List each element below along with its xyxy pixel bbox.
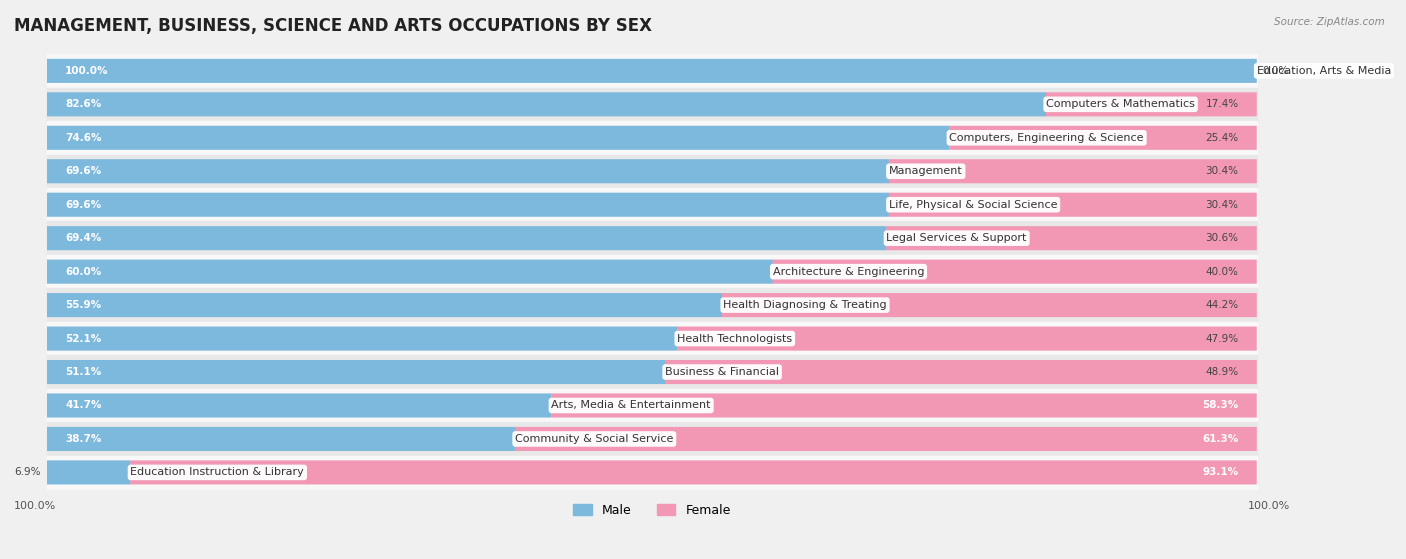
FancyBboxPatch shape: [46, 394, 551, 418]
FancyBboxPatch shape: [46, 159, 889, 183]
Bar: [46, 322, 1257, 356]
Text: 30.4%: 30.4%: [1205, 166, 1239, 176]
Text: 93.1%: 93.1%: [1202, 467, 1239, 477]
Text: 100.0%: 100.0%: [1247, 501, 1289, 511]
Text: 0.0%: 0.0%: [1263, 66, 1289, 76]
Text: 44.2%: 44.2%: [1205, 300, 1239, 310]
FancyBboxPatch shape: [721, 293, 1257, 317]
Bar: [46, 288, 1257, 322]
FancyBboxPatch shape: [46, 126, 949, 150]
Text: Computers & Mathematics: Computers & Mathematics: [1046, 100, 1195, 110]
Bar: [46, 54, 1257, 88]
Bar: [46, 188, 1257, 221]
Text: 51.1%: 51.1%: [65, 367, 101, 377]
Bar: [46, 121, 1257, 154]
Text: Health Technologists: Health Technologists: [678, 334, 793, 344]
Text: MANAGEMENT, BUSINESS, SCIENCE AND ARTS OCCUPATIONS BY SEX: MANAGEMENT, BUSINESS, SCIENCE AND ARTS O…: [14, 17, 652, 35]
Text: 100.0%: 100.0%: [65, 66, 108, 76]
FancyBboxPatch shape: [46, 293, 723, 317]
Text: 69.4%: 69.4%: [65, 233, 101, 243]
FancyBboxPatch shape: [46, 360, 665, 384]
Text: Education Instruction & Library: Education Instruction & Library: [131, 467, 304, 477]
Text: 25.4%: 25.4%: [1205, 133, 1239, 143]
Text: Legal Services & Support: Legal Services & Support: [887, 233, 1026, 243]
FancyBboxPatch shape: [889, 193, 1257, 217]
Text: 82.6%: 82.6%: [65, 100, 101, 110]
FancyBboxPatch shape: [46, 326, 678, 350]
Text: Education, Arts & Media: Education, Arts & Media: [1257, 66, 1391, 76]
FancyBboxPatch shape: [46, 193, 889, 217]
Text: 61.3%: 61.3%: [1202, 434, 1239, 444]
FancyBboxPatch shape: [773, 259, 1257, 283]
FancyBboxPatch shape: [889, 159, 1257, 183]
Text: 52.1%: 52.1%: [65, 334, 101, 344]
FancyBboxPatch shape: [131, 461, 1257, 485]
FancyBboxPatch shape: [46, 226, 887, 250]
FancyBboxPatch shape: [949, 126, 1257, 150]
Text: Arts, Media & Entertainment: Arts, Media & Entertainment: [551, 400, 711, 410]
Bar: [46, 389, 1257, 422]
Text: 41.7%: 41.7%: [65, 400, 101, 410]
Text: 69.6%: 69.6%: [65, 166, 101, 176]
FancyBboxPatch shape: [46, 461, 131, 485]
Bar: [46, 356, 1257, 389]
Text: 100.0%: 100.0%: [14, 501, 56, 511]
FancyBboxPatch shape: [551, 394, 1257, 418]
Text: 58.3%: 58.3%: [1202, 400, 1239, 410]
Bar: [46, 221, 1257, 255]
Text: 40.0%: 40.0%: [1205, 267, 1239, 277]
Bar: [46, 456, 1257, 489]
Text: 74.6%: 74.6%: [65, 133, 101, 143]
Bar: [46, 255, 1257, 288]
Text: Business & Financial: Business & Financial: [665, 367, 779, 377]
Text: Management: Management: [889, 166, 963, 176]
FancyBboxPatch shape: [46, 427, 515, 451]
Text: 38.7%: 38.7%: [65, 434, 101, 444]
Text: Architecture & Engineering: Architecture & Engineering: [773, 267, 924, 277]
Bar: [46, 422, 1257, 456]
Text: Computers, Engineering & Science: Computers, Engineering & Science: [949, 133, 1144, 143]
Text: 55.9%: 55.9%: [65, 300, 101, 310]
FancyBboxPatch shape: [46, 259, 773, 283]
Bar: [46, 154, 1257, 188]
Text: 6.9%: 6.9%: [14, 467, 41, 477]
Text: Source: ZipAtlas.com: Source: ZipAtlas.com: [1274, 17, 1385, 27]
FancyBboxPatch shape: [886, 226, 1257, 250]
Bar: [46, 88, 1257, 121]
Text: 30.6%: 30.6%: [1205, 233, 1239, 243]
Text: Community & Social Service: Community & Social Service: [515, 434, 673, 444]
Text: 48.9%: 48.9%: [1205, 367, 1239, 377]
FancyBboxPatch shape: [665, 360, 1257, 384]
Text: 47.9%: 47.9%: [1205, 334, 1239, 344]
FancyBboxPatch shape: [46, 59, 1257, 83]
Text: Life, Physical & Social Science: Life, Physical & Social Science: [889, 200, 1057, 210]
Text: 17.4%: 17.4%: [1205, 100, 1239, 110]
Text: 69.6%: 69.6%: [65, 200, 101, 210]
Legend: Male, Female: Male, Female: [568, 499, 735, 522]
Text: 30.4%: 30.4%: [1205, 200, 1239, 210]
FancyBboxPatch shape: [515, 427, 1257, 451]
Text: Health Diagnosing & Treating: Health Diagnosing & Treating: [723, 300, 887, 310]
Text: 60.0%: 60.0%: [65, 267, 101, 277]
FancyBboxPatch shape: [678, 326, 1257, 350]
FancyBboxPatch shape: [46, 92, 1046, 116]
FancyBboxPatch shape: [1046, 92, 1257, 116]
